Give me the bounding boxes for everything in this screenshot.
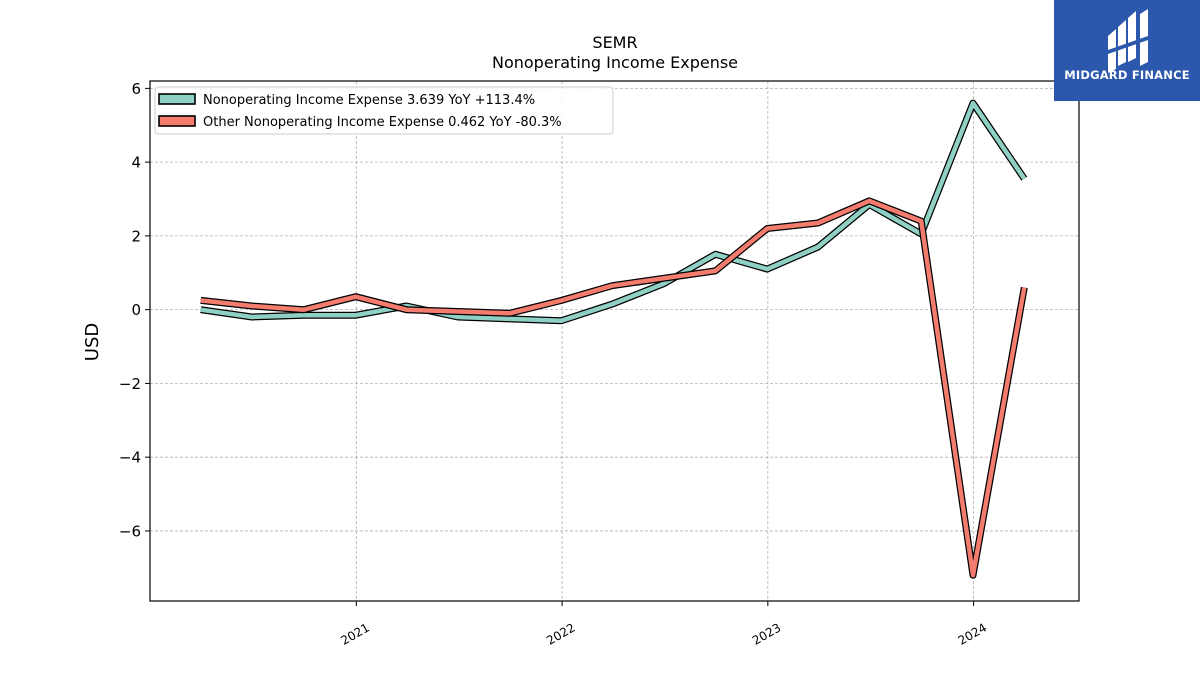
legend-label-0: Nonoperating Income Expense 3.639 YoY +1… bbox=[203, 93, 535, 108]
x-tick-label: 2024 bbox=[956, 620, 989, 647]
y-tick-label: −6 bbox=[119, 522, 141, 540]
series-0-line bbox=[200, 100, 1027, 323]
legend-swatch-1 bbox=[158, 115, 196, 127]
midgard-finance-logo: MIDGARD FINANCE bbox=[1054, 0, 1200, 101]
x-axis-ticks: 2021 2022 2023 2024 bbox=[338, 601, 989, 648]
x-tick-label: 2023 bbox=[750, 620, 783, 647]
legend: Nonoperating Income Expense 3.639 YoY +1… bbox=[154, 86, 614, 135]
grid-lines bbox=[150, 81, 1079, 601]
y-tick-label: 2 bbox=[131, 227, 141, 245]
legend-label-1: Other Nonoperating Income Expense 0.462 … bbox=[203, 115, 562, 130]
midgard-logo-icon bbox=[1108, 9, 1148, 73]
y-tick-label: −4 bbox=[119, 449, 141, 467]
y-axis-label: USD bbox=[82, 323, 103, 361]
plot-frame bbox=[149, 80, 1080, 602]
series-1-line bbox=[200, 198, 1027, 578]
legend-frame bbox=[154, 86, 614, 135]
logo-text: MIDGARD FINANCE bbox=[1064, 68, 1190, 82]
legend-swatch-0 bbox=[158, 93, 196, 105]
y-tick-label: 0 bbox=[131, 301, 141, 319]
y-axis-ticks: 6 4 2 0 −2 −4 −6 bbox=[119, 80, 150, 540]
x-tick-label: 2022 bbox=[544, 620, 577, 647]
x-tick-label: 2021 bbox=[338, 620, 371, 647]
chart-title: SEMR bbox=[592, 33, 637, 52]
chart-subtitle: Nonoperating Income Expense bbox=[492, 53, 738, 72]
series-lines bbox=[200, 99, 1028, 579]
y-tick-label: −2 bbox=[119, 375, 141, 393]
series-1-outline bbox=[200, 197, 1028, 579]
y-tick-label: 6 bbox=[131, 80, 141, 98]
y-tick-label: 4 bbox=[131, 154, 141, 172]
